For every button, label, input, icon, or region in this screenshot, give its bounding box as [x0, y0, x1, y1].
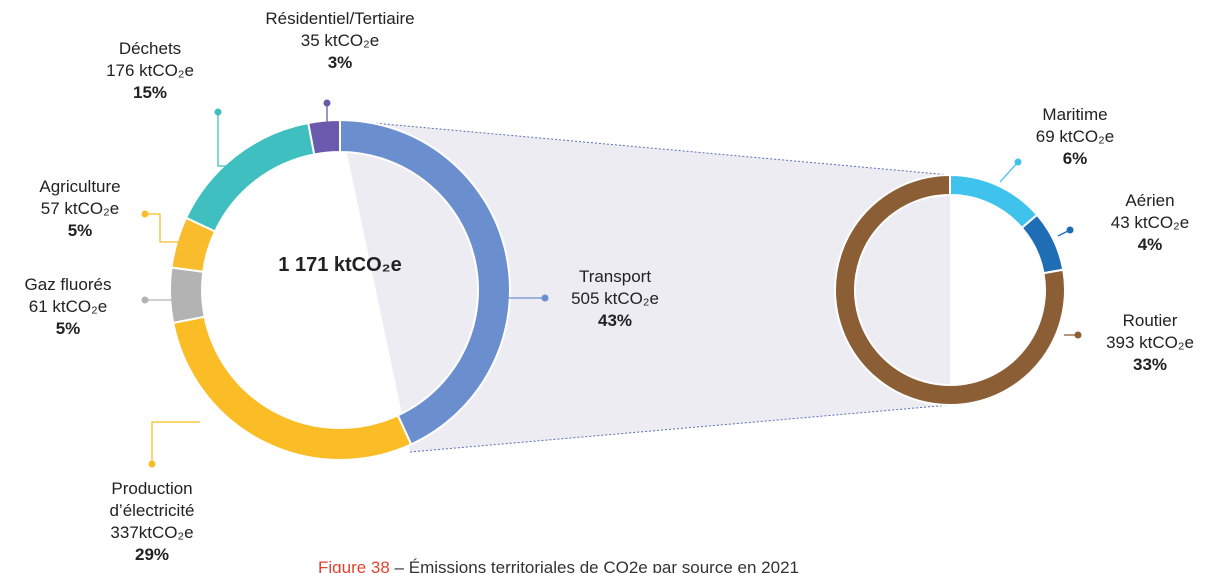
leader-dot — [141, 296, 149, 304]
slice-label: Gaz fluorés 61 ktCO₂e 5% — [0, 274, 153, 340]
value-label: 337ktCO₂e — [110, 523, 194, 542]
leader-line — [145, 213, 178, 243]
slice-label: Résidentiel/Tertiaire 35 ktCO₂e 3% — [255, 8, 425, 74]
zoom-band — [340, 120, 950, 452]
leader-dot — [148, 460, 156, 468]
category-label: Résidentiel/Tertiaire — [265, 9, 415, 28]
leader-line — [999, 161, 1019, 183]
slice-label: Transport 505 ktCO₂e 43% — [530, 266, 700, 332]
value-label: 35 ktCO₂e — [300, 31, 380, 50]
leader-dot — [541, 294, 549, 302]
value-label: 505 ktCO₂e — [571, 289, 659, 308]
slice-label: Production d’électricité 337ktCO₂e 29% — [92, 478, 212, 566]
leader-line — [217, 112, 234, 167]
category-label: Gaz fluorés — [24, 275, 112, 294]
slice-label: Déchets 176 ktCO₂e 15% — [65, 38, 235, 104]
slice-label: Routier 393 ktCO₂e 33% — [1065, 310, 1211, 376]
slice-label: Aérien 43 ktCO₂e 4% — [1065, 190, 1211, 256]
category-label: Transport — [578, 267, 652, 286]
leader-line — [151, 421, 200, 464]
category-label: Production d’électricité — [109, 479, 195, 520]
slice-label: Maritime 69 ktCO₂e 6% — [990, 104, 1160, 170]
percent-label: 3% — [327, 53, 353, 72]
donut-slice — [184, 121, 316, 233]
percent-label: 15% — [132, 83, 168, 102]
category-label: Routier — [1122, 311, 1178, 330]
caption: Figure 38 – Émissions territoriales de C… — [318, 558, 799, 573]
value-label: 61 ktCO₂e — [28, 297, 108, 316]
caption-text: – Émissions territoriales de CO2e par so… — [389, 558, 799, 573]
leader-dot — [323, 99, 331, 107]
donut-slice — [169, 266, 206, 325]
percent-label: 33% — [1132, 355, 1168, 374]
value-label: 176 ktCO₂e — [106, 61, 194, 80]
donut-slice — [307, 118, 341, 156]
value-label: 393 ktCO₂e — [1106, 333, 1194, 352]
slice-label: Agriculture 57 ktCO₂e 5% — [0, 176, 165, 242]
leader-dot — [1074, 331, 1082, 339]
percent-label: 43% — [597, 311, 633, 330]
total-label: 1 171 ktCO₂e — [278, 254, 402, 276]
value-label: 57 ktCO₂e — [40, 199, 120, 218]
donut-slice — [834, 173, 1066, 406]
leader-dot — [1066, 226, 1074, 234]
percent-label: 5% — [55, 319, 81, 338]
value-label: 43 ktCO₂e — [1110, 213, 1190, 232]
category-label: Maritime — [1042, 105, 1108, 124]
center-label: 1 171 ktCO₂e — [230, 252, 450, 279]
donut-slice — [1020, 213, 1065, 275]
category-label: Déchets — [118, 39, 182, 58]
donut-slice — [949, 173, 1039, 230]
leader-dot — [214, 108, 222, 116]
category-label: Agriculture — [39, 177, 121, 196]
figure-number: Figure 38 — [318, 558, 390, 573]
leader-dot — [141, 210, 149, 218]
percent-label: 6% — [1062, 149, 1088, 168]
percent-label: 5% — [67, 221, 93, 240]
value-label: 69 ktCO₂e — [1035, 127, 1115, 146]
leader-dot — [1014, 158, 1022, 166]
category-label: Aérien — [1125, 191, 1175, 210]
percent-label: 4% — [1137, 235, 1163, 254]
percent-label: 29% — [134, 545, 170, 564]
donut-slice — [172, 315, 413, 461]
